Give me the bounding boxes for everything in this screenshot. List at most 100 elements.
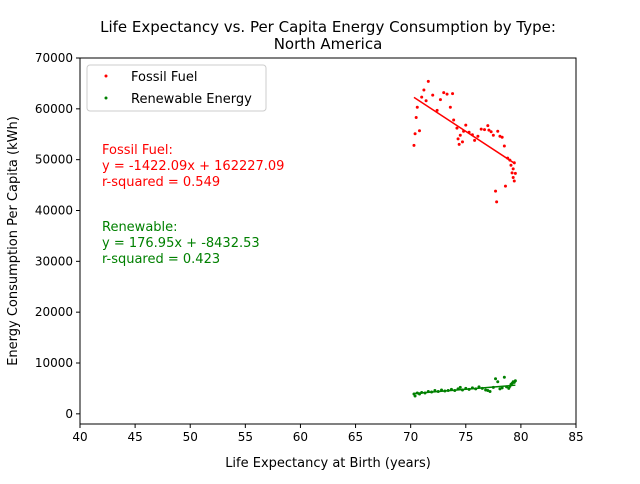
equation-annotations: Fossil Fuel:y = -1422.09x + 162227.09r-s…: [102, 143, 284, 267]
renewable-energy-point: [440, 388, 444, 392]
legend-box: [86, 64, 267, 112]
fossil-fuel-point: [464, 123, 468, 127]
x-tick-label: 80: [513, 430, 528, 444]
fossil-fuel-point: [483, 128, 487, 132]
fossil-fuel-point: [413, 132, 417, 136]
y-tick-label: 10000: [35, 356, 73, 370]
fossil-fuel-point: [510, 171, 514, 175]
fossil-fuel-point: [458, 133, 462, 137]
renewable-energy-point: [477, 385, 481, 389]
x-tick-label: 40: [72, 430, 87, 444]
annotation-line: Fossil Fuel:: [102, 143, 173, 158]
fossil-fuel-point: [452, 118, 456, 122]
renewable-energy-point: [430, 390, 434, 394]
y-tick-label: 30000: [35, 254, 73, 268]
fossil-fuel-point: [511, 167, 515, 171]
legend-label: Fossil Fuel: [131, 70, 198, 85]
fossil-fuel-point: [512, 179, 516, 183]
fossil-fuel-point: [489, 130, 493, 134]
fossil-fuel-point: [445, 92, 449, 96]
renewable-energy-point: [464, 386, 468, 390]
fossil-fuel-point: [470, 133, 474, 137]
fossil-fuel-point: [494, 189, 498, 193]
renewable-energy-point: [458, 385, 462, 389]
chart-title-line1: Life Expectancy vs. Per Capita Energy Co…: [100, 18, 556, 36]
plot-frame: [79, 57, 577, 425]
legend-marker: [104, 74, 108, 78]
fossil-fuel-point: [512, 161, 516, 165]
chart-title-line2: North America: [274, 35, 383, 53]
renewable-energy-point: [426, 389, 430, 393]
fossil-fuel-point: [417, 129, 421, 133]
y-tick-label: 0: [65, 407, 73, 421]
legend-label: Renewable Energy: [131, 92, 252, 107]
renewable-energy-point: [488, 389, 492, 393]
renewable-energy-point: [470, 386, 474, 390]
renewable-energy-point: [502, 375, 506, 379]
fossil-fuel-point: [424, 99, 428, 103]
renewable-energy-point: [460, 388, 464, 392]
y-tick-label: 60000: [35, 102, 73, 116]
renewable-energy-point: [453, 388, 457, 392]
fossil-fuel-point: [451, 92, 455, 96]
legend: Fossil Fuel Renewable Energy: [86, 64, 267, 112]
renewable-energy-point: [496, 380, 500, 384]
fossil-fuel-point: [486, 124, 490, 128]
renewable-energy-point: [420, 390, 424, 394]
renewable-energy-point: [436, 389, 440, 393]
renewable-energy-point: [494, 377, 498, 381]
y-tick-label: 20000: [35, 305, 73, 319]
fossil-fuel-point: [462, 129, 466, 133]
renewable-energy-point: [480, 386, 484, 390]
renewable-energy-point: [505, 385, 509, 389]
fossil-fuel-point: [509, 163, 513, 167]
x-tick-label: 50: [183, 430, 198, 444]
fossil-fuel-point: [487, 128, 491, 132]
fossil-fuel-point: [448, 105, 452, 109]
x-tick-label: 70: [403, 430, 418, 444]
annotation-line: y = 176.95x + -8432.53: [102, 236, 260, 251]
renewable-energy-point: [449, 387, 453, 391]
renewable-energy-point: [446, 388, 450, 392]
fossil-fuel-point: [431, 93, 435, 97]
fossil-fuel-point: [460, 140, 464, 144]
y-tick-label: 40000: [35, 204, 73, 218]
legend-marker: [104, 96, 108, 100]
y-tick-label: 50000: [35, 153, 73, 167]
renewable-energy-point: [474, 387, 478, 391]
x-axis-label: Life Expectancy at Birth (years): [225, 456, 431, 471]
renewable-energy-point: [423, 391, 427, 395]
y-axis-label: Energy Consumption Per Capita (kWh): [6, 116, 21, 366]
fossil-fuel-point: [495, 200, 499, 204]
axis-ticks: 40 45 50 55 60 65 70 75 80 85 0 10000 20000 30000 4000…: [35, 51, 584, 444]
renewable-energy-point: [433, 388, 437, 392]
fossil-fuel-point: [422, 88, 426, 92]
fossil-fuel-point: [426, 79, 430, 83]
fossil-fuel-point: [502, 144, 506, 148]
renewable-energy-point: [513, 379, 517, 383]
fossil-fuel-point: [479, 127, 483, 131]
fossil-fuel-point: [473, 138, 477, 142]
fossil-fuel-point: [508, 158, 512, 162]
annotation-line: Renewable:: [102, 220, 178, 235]
fossil-fuel-point: [435, 108, 439, 112]
x-tick-label: 55: [238, 430, 253, 444]
fossil-fuel-point: [455, 126, 459, 130]
fossil-fuel-point: [467, 130, 471, 134]
annotation-line: r-squared = 0.423: [102, 252, 220, 267]
fossil-fuel-point: [476, 134, 480, 138]
fossil-fuel-point: [500, 135, 504, 139]
renewable-energy-point: [500, 386, 504, 390]
x-tick-label: 85: [568, 430, 583, 444]
x-tick-label: 45: [127, 430, 142, 444]
fossil-fuel-point: [491, 133, 495, 137]
fossil-fuel-point: [513, 171, 517, 175]
fossil-fuel-point: [414, 115, 418, 119]
renewable-energy-point: [417, 392, 421, 396]
renewable-energy-point: [491, 385, 495, 389]
x-tick-label: 75: [458, 430, 473, 444]
fossil-fuel-point: [412, 143, 416, 147]
fit-lines: [413, 96, 516, 395]
fossil-fuel-point: [442, 91, 446, 95]
